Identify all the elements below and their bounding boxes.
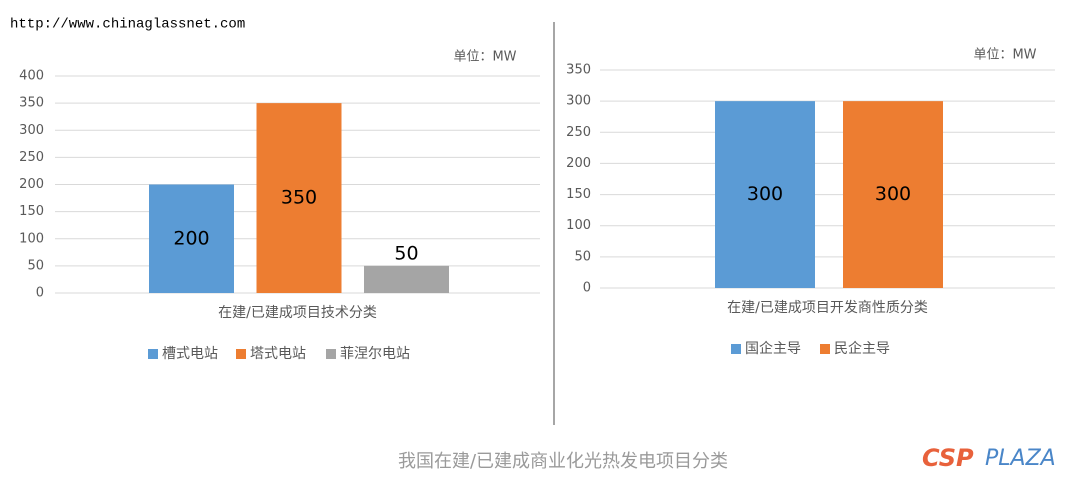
y-tick-label: 200 xyxy=(566,156,591,171)
y-tick-label: 200 xyxy=(19,177,44,192)
x-tick-label: 在建/已建成项目技术分类 xyxy=(218,305,377,321)
y-tick-label: 50 xyxy=(574,249,591,264)
legend-label: 民企主导 xyxy=(834,340,890,357)
y-tick-label: 250 xyxy=(19,150,44,165)
legend-swatch xyxy=(326,349,336,359)
y-tick-label: 300 xyxy=(19,123,44,138)
y-tick-label: 150 xyxy=(566,187,591,202)
legend-label: 国企主导 xyxy=(745,340,801,357)
data-label: 200 xyxy=(173,227,209,249)
y-tick-label: 150 xyxy=(19,204,44,219)
y-tick-label: 350 xyxy=(566,63,591,78)
legend-swatch xyxy=(731,344,741,354)
bar xyxy=(843,101,943,289)
data-label: 50 xyxy=(394,242,418,264)
caption: 我国在建/已建成商业化光热发电项目分类 xyxy=(398,451,728,472)
y-tick-label: 100 xyxy=(19,231,44,246)
y-tick-label: 0 xyxy=(583,281,591,296)
unit-label: 单位：MW xyxy=(973,48,1036,63)
legend-swatch xyxy=(236,349,246,359)
y-tick-label: 300 xyxy=(566,94,591,109)
y-tick-label: 400 xyxy=(19,69,44,84)
data-label: 300 xyxy=(747,183,783,205)
y-tick-label: 100 xyxy=(566,218,591,233)
y-tick-label: 50 xyxy=(27,258,44,273)
data-label: 300 xyxy=(875,183,911,205)
x-tick-label: 在建/已建成项目开发商性质分类 xyxy=(727,300,928,316)
unit-label: 单位：MW xyxy=(453,50,516,65)
bar xyxy=(715,101,815,289)
legend-swatch xyxy=(820,344,830,354)
y-tick-label: 350 xyxy=(19,96,44,111)
legend-label: 菲涅尔电站 xyxy=(340,346,410,362)
bar xyxy=(149,184,234,293)
watermark-bg xyxy=(6,12,246,36)
bar xyxy=(364,265,449,293)
bar xyxy=(256,103,342,293)
y-tick-label: 0 xyxy=(36,286,44,301)
y-tick-label: 250 xyxy=(566,125,591,140)
legend-label: 塔式电站 xyxy=(250,346,306,362)
logo-right: PLAZA xyxy=(985,446,1056,471)
watermark: http://www.chinaglassnet.com xyxy=(10,17,245,33)
data-label: 350 xyxy=(281,187,317,209)
legend-swatch xyxy=(148,349,158,359)
logo-left: CSP xyxy=(922,444,974,472)
legend-label: 槽式电站 xyxy=(162,346,218,362)
